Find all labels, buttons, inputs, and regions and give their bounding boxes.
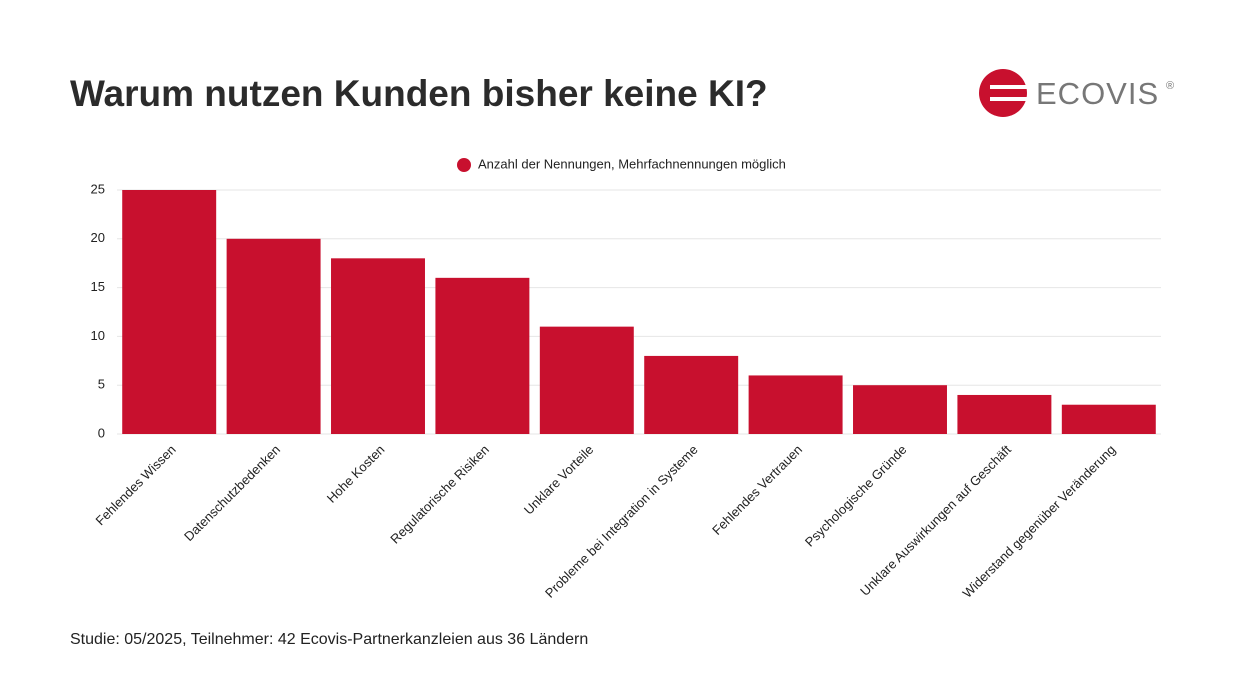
footnote: Studie: 05/2025, Teilnehmer: 42 Ecovis-P…: [70, 631, 588, 648]
y-tick-label: 20: [91, 230, 105, 245]
bar: [539, 326, 634, 434]
x-tick-label: Fehlendes Wissen: [93, 442, 179, 528]
legend-marker: [457, 158, 471, 172]
bar: [957, 394, 1052, 434]
chart-title: Warum nutzen Kunden bisher keine KI?: [70, 73, 768, 114]
logo-circle: [979, 69, 1027, 117]
x-tick-label: Regulatorische Risiken: [387, 442, 492, 547]
x-tick-label: Fehlendes Vertrauen: [709, 442, 805, 538]
bar: [122, 190, 217, 434]
logo-text: ECOVIS: [1036, 76, 1159, 111]
x-tick-label: Unklare Vorteile: [521, 442, 597, 518]
y-tick-label: 0: [98, 425, 105, 440]
y-tick-label: 25: [91, 181, 105, 196]
legend-label: Anzahl der Nennungen, Mehrfachnennungen …: [478, 156, 786, 171]
bar: [644, 355, 739, 434]
x-tick-label: Psychologische Gründe: [802, 442, 910, 550]
x-tick-label: Datenschutzbedenken: [181, 442, 283, 544]
y-tick-label: 15: [91, 279, 105, 294]
y-tick-label: 5: [98, 377, 105, 392]
bar: [748, 375, 843, 434]
bar: [853, 385, 947, 434]
logo-mark: ®: [1166, 80, 1174, 92]
bar: [331, 258, 425, 434]
logo-stripe: [990, 97, 1030, 101]
logo-stripe: [990, 85, 1030, 89]
bar: [226, 238, 321, 434]
bar: [1061, 404, 1156, 434]
x-tick-label: Hohe Kosten: [324, 442, 388, 506]
logo: ECOVIS ®: [979, 69, 1174, 117]
bar: [435, 277, 530, 434]
y-tick-label: 10: [91, 328, 105, 343]
